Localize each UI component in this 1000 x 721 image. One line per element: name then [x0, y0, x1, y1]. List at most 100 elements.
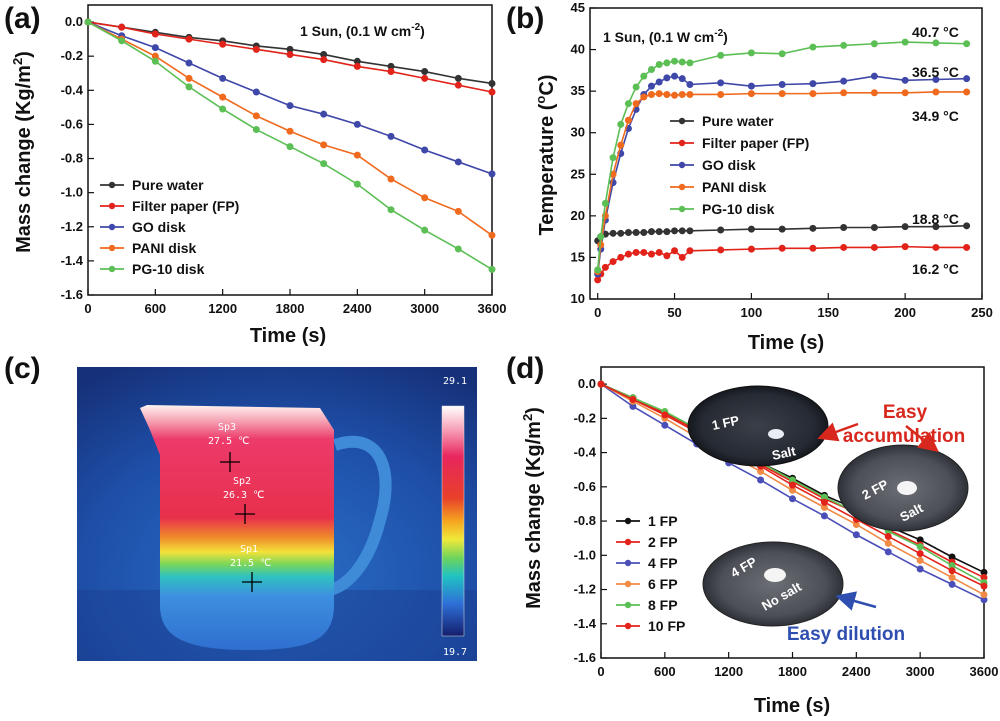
data-point	[488, 88, 496, 96]
legend-label: Filter paper (FP)	[702, 135, 809, 151]
chart-b-annotation: 1 Sun, (0.1 W cm-2)	[603, 28, 728, 45]
y-tick-label: 40	[571, 42, 585, 57]
scale-max-label: 29.1	[443, 376, 467, 387]
data-point	[353, 151, 361, 159]
svg-text:27.5 ℃: 27.5 ℃	[208, 436, 249, 447]
data-point	[884, 532, 892, 540]
data-point	[655, 228, 663, 236]
arrow-accumulation-right	[905, 425, 939, 453]
data-point	[980, 582, 988, 590]
data-point	[421, 68, 429, 76]
photo-disk-2fp: 2 FP Salt	[837, 444, 969, 532]
panel-label-a: (a)	[4, 2, 41, 35]
data-point	[686, 59, 694, 67]
arrow-dilution	[835, 591, 877, 611]
arrow-accumulation-left	[817, 422, 859, 442]
data-point	[624, 116, 632, 124]
legend-marker	[108, 181, 116, 189]
data-point	[640, 248, 648, 256]
data-point	[663, 90, 671, 98]
data-point	[617, 141, 625, 149]
data-point	[932, 88, 940, 96]
data-point	[671, 247, 679, 255]
x-tick-label: 250	[971, 305, 993, 320]
data-point	[671, 57, 679, 65]
legend-label: Pure water	[702, 113, 774, 129]
chart-a-ylabel: Mass change (Kg/m2)	[10, 51, 35, 253]
data-point	[286, 143, 294, 151]
end-label-fp: 16.2 °C	[912, 261, 959, 277]
data-point	[901, 223, 909, 231]
data-point	[185, 59, 193, 67]
data-point	[932, 243, 940, 251]
data-point	[286, 127, 294, 135]
end-label-go: 36.5 °C	[912, 64, 959, 80]
y-tick-label: 15	[571, 249, 585, 264]
data-point	[609, 258, 617, 266]
data-point	[353, 62, 361, 70]
legend-label: 8 FP	[648, 597, 678, 613]
photo-disk-1fp: 1 FP Salt	[687, 385, 829, 467]
data-point	[963, 40, 971, 48]
data-point	[219, 105, 227, 113]
data-point	[916, 543, 924, 551]
x-tick-label: 1800	[778, 664, 807, 679]
legend-marker	[678, 205, 686, 213]
data-point	[916, 565, 924, 573]
data-point	[809, 244, 817, 252]
y-tick-label: 35	[571, 83, 585, 98]
legend-label: 2 FP	[648, 534, 678, 550]
data-point	[252, 112, 260, 120]
data-point	[320, 110, 328, 118]
svg-text:Sp2: Sp2	[233, 476, 251, 487]
data-point	[647, 82, 655, 90]
data-point	[219, 74, 227, 82]
data-point	[778, 244, 786, 252]
data-point	[980, 591, 988, 599]
data-point	[663, 252, 671, 260]
data-point	[320, 141, 328, 149]
data-point	[671, 227, 679, 235]
data-point	[624, 250, 632, 258]
legend-marker	[678, 183, 686, 191]
data-point	[185, 74, 193, 82]
data-point	[778, 50, 786, 58]
data-point	[747, 82, 755, 90]
legend-label: PG-10 disk	[702, 201, 775, 217]
legend-label: Filter paper (FP)	[132, 198, 239, 214]
data-point	[647, 66, 655, 74]
data-point	[870, 89, 878, 97]
data-point	[151, 44, 159, 52]
y-tick-label: -1.4	[61, 253, 84, 268]
data-point	[219, 40, 227, 48]
data-point	[678, 75, 686, 83]
y-tick-label: -1.0	[574, 547, 596, 562]
data-point	[647, 228, 655, 236]
data-point	[601, 263, 609, 271]
chart-a-xlabel: Time (s)	[250, 325, 326, 347]
data-point	[678, 253, 686, 261]
svg-text:1 FP: 1 FP	[711, 412, 741, 432]
y-tick-label: -0.6	[574, 479, 596, 494]
data-point	[647, 250, 655, 258]
x-tick-label: 3000	[906, 664, 935, 679]
data-point	[809, 43, 817, 51]
data-point	[840, 77, 848, 85]
data-point	[901, 38, 909, 46]
y-tick-label: 0.0	[65, 14, 83, 29]
y-tick-label: -1.6	[61, 287, 83, 302]
data-point	[387, 68, 395, 76]
data-point	[387, 206, 395, 214]
data-point	[655, 90, 663, 98]
chart-a-annotation: 1 Sun, (0.1 W cm-2)	[300, 22, 425, 39]
data-point	[870, 40, 878, 48]
data-point	[678, 90, 686, 98]
data-point	[632, 83, 640, 91]
x-tick-label: 2400	[343, 301, 372, 316]
data-point	[963, 243, 971, 251]
chart-b: 0 50 100 150 200 250 10 15 20 25 30 35 40 45 Time (s…	[533, 0, 993, 354]
svg-text:Sp1: Sp1	[240, 544, 258, 555]
y-tick-label: 10	[571, 291, 585, 306]
photo-disk-4fp: 4 FP No salt	[702, 541, 844, 627]
data-point	[655, 61, 663, 69]
